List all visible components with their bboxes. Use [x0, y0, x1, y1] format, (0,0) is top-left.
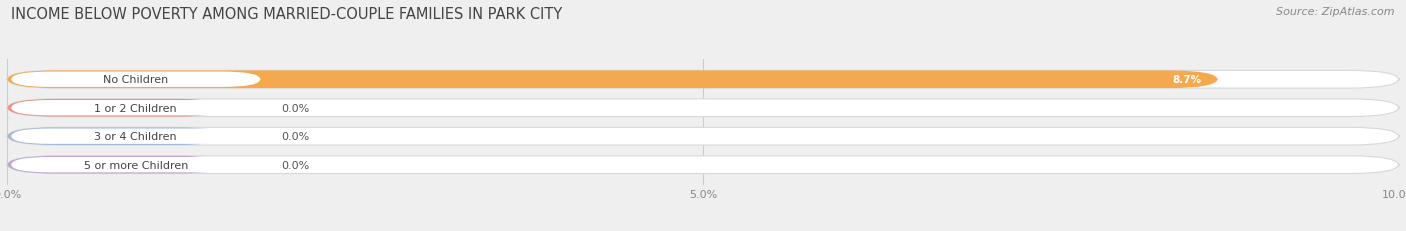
Text: 3 or 4 Children: 3 or 4 Children: [94, 132, 177, 142]
FancyBboxPatch shape: [7, 128, 1399, 145]
Text: Source: ZipAtlas.com: Source: ZipAtlas.com: [1277, 7, 1395, 17]
FancyBboxPatch shape: [7, 100, 226, 117]
FancyBboxPatch shape: [7, 71, 1218, 89]
Text: 0.0%: 0.0%: [281, 132, 309, 142]
FancyBboxPatch shape: [7, 100, 1399, 117]
FancyBboxPatch shape: [11, 157, 260, 173]
Text: 0.0%: 0.0%: [281, 160, 309, 170]
FancyBboxPatch shape: [11, 100, 260, 116]
FancyBboxPatch shape: [7, 156, 226, 174]
FancyBboxPatch shape: [11, 129, 260, 144]
FancyBboxPatch shape: [7, 156, 1399, 174]
Text: No Children: No Children: [103, 75, 169, 85]
FancyBboxPatch shape: [11, 72, 260, 88]
FancyBboxPatch shape: [7, 128, 226, 145]
Text: 8.7%: 8.7%: [1173, 75, 1201, 85]
Text: 1 or 2 Children: 1 or 2 Children: [94, 103, 177, 113]
Text: 5 or more Children: 5 or more Children: [83, 160, 188, 170]
Text: 0.0%: 0.0%: [281, 103, 309, 113]
Text: INCOME BELOW POVERTY AMONG MARRIED-COUPLE FAMILIES IN PARK CITY: INCOME BELOW POVERTY AMONG MARRIED-COUPL…: [11, 7, 562, 22]
FancyBboxPatch shape: [7, 71, 1399, 89]
